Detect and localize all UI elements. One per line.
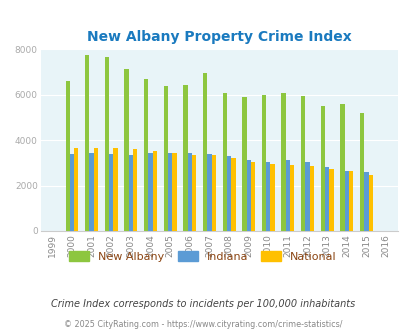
Bar (270, 164, 274, 231)
Bar (266, 162, 270, 231)
Bar (290, 165, 294, 231)
Bar (202, 73, 207, 231)
Bar (261, 95, 266, 231)
Bar (152, 151, 157, 231)
Bar (109, 154, 113, 231)
Bar (320, 106, 324, 231)
Bar (89, 153, 94, 231)
Bar (163, 86, 168, 231)
Bar (339, 104, 344, 231)
Bar (65, 81, 70, 231)
Bar (368, 175, 372, 231)
Bar (211, 155, 215, 231)
Bar (187, 153, 192, 231)
Bar (74, 148, 78, 231)
Bar (301, 96, 305, 231)
Bar (324, 167, 328, 231)
Bar (124, 69, 128, 231)
Bar (309, 166, 313, 231)
Bar (246, 160, 250, 231)
Bar (172, 153, 176, 231)
Bar (207, 154, 211, 231)
Bar (94, 148, 98, 231)
Title: New Albany Property Crime Index: New Albany Property Crime Index (87, 30, 351, 44)
Bar (85, 55, 89, 231)
Bar (344, 171, 348, 231)
Bar (281, 93, 285, 231)
Bar (230, 158, 235, 231)
Bar (183, 85, 187, 231)
Bar (222, 93, 226, 231)
Bar (128, 155, 133, 231)
Bar (328, 169, 333, 231)
Bar (363, 172, 368, 231)
Bar (70, 154, 74, 231)
Bar (148, 153, 152, 231)
Bar (359, 114, 363, 231)
Legend: New Albany, Indiana, National: New Albany, Indiana, National (64, 247, 341, 267)
Bar (242, 97, 246, 231)
Bar (305, 162, 309, 231)
Bar (285, 160, 290, 231)
Bar (104, 57, 109, 231)
Bar (144, 79, 148, 231)
Text: © 2025 CityRating.com - https://www.cityrating.com/crime-statistics/: © 2025 CityRating.com - https://www.city… (64, 320, 341, 329)
Bar (113, 148, 117, 231)
Bar (226, 156, 230, 231)
Bar (133, 149, 137, 231)
Bar (250, 162, 254, 231)
Text: Crime Index corresponds to incidents per 100,000 inhabitants: Crime Index corresponds to incidents per… (51, 299, 354, 309)
Bar (192, 155, 196, 231)
Bar (348, 171, 352, 231)
Bar (168, 153, 172, 231)
